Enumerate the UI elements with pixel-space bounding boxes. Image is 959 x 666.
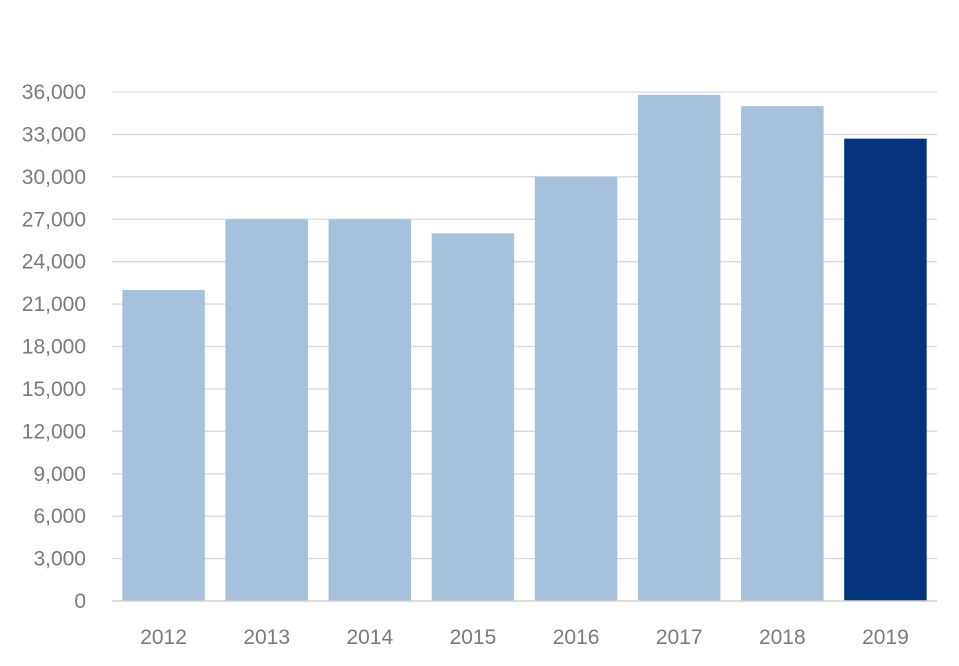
x-tick-label-2017: 2017 bbox=[656, 626, 703, 649]
y-tick-label: 0 bbox=[74, 590, 86, 613]
x-tick-label-2014: 2014 bbox=[346, 626, 393, 649]
bars bbox=[122, 94, 927, 602]
y-tick-label: 15,000 bbox=[22, 378, 86, 401]
bar-2017 bbox=[637, 94, 721, 602]
bar-2014 bbox=[328, 219, 412, 601]
bar-2016 bbox=[534, 176, 618, 602]
y-tick-label: 24,000 bbox=[22, 251, 86, 274]
y-tick-label: 6,000 bbox=[33, 505, 86, 528]
x-tick-label-2018: 2018 bbox=[759, 626, 806, 649]
y-tick-label: 27,000 bbox=[22, 208, 86, 231]
x-axis-tick-labels: 2012 2013 2014 2015 2016 2017 2018 2019 bbox=[140, 626, 909, 649]
y-tick-label: 9,000 bbox=[33, 463, 86, 486]
y-tick-label: 21,000 bbox=[22, 293, 86, 316]
bar-2012 bbox=[122, 289, 205, 601]
x-tick-label-2016: 2016 bbox=[553, 626, 600, 649]
y-tick-label: 36,000 bbox=[22, 81, 86, 104]
x-tick-label-2013: 2013 bbox=[243, 626, 290, 649]
y-tick-label: 3,000 bbox=[33, 548, 86, 571]
y-tick-label: 30,000 bbox=[22, 166, 86, 189]
x-tick-label-2019: 2019 bbox=[862, 626, 909, 649]
y-tick-label: 18,000 bbox=[22, 336, 86, 359]
y-tick-label: 12,000 bbox=[22, 420, 86, 443]
bar-2015 bbox=[431, 233, 515, 601]
y-tick-label: 33,000 bbox=[22, 123, 86, 146]
bar-2018 bbox=[741, 106, 824, 601]
bar-2019 bbox=[844, 138, 927, 602]
y-axis-tick-labels: 0 3,000 6,000 9,000 12,000 15,000 18,000 21,000… bbox=[22, 81, 86, 613]
x-tick-label-2012: 2012 bbox=[140, 626, 187, 649]
bar-2013 bbox=[225, 219, 308, 601]
x-tick-label-2015: 2015 bbox=[450, 626, 497, 649]
